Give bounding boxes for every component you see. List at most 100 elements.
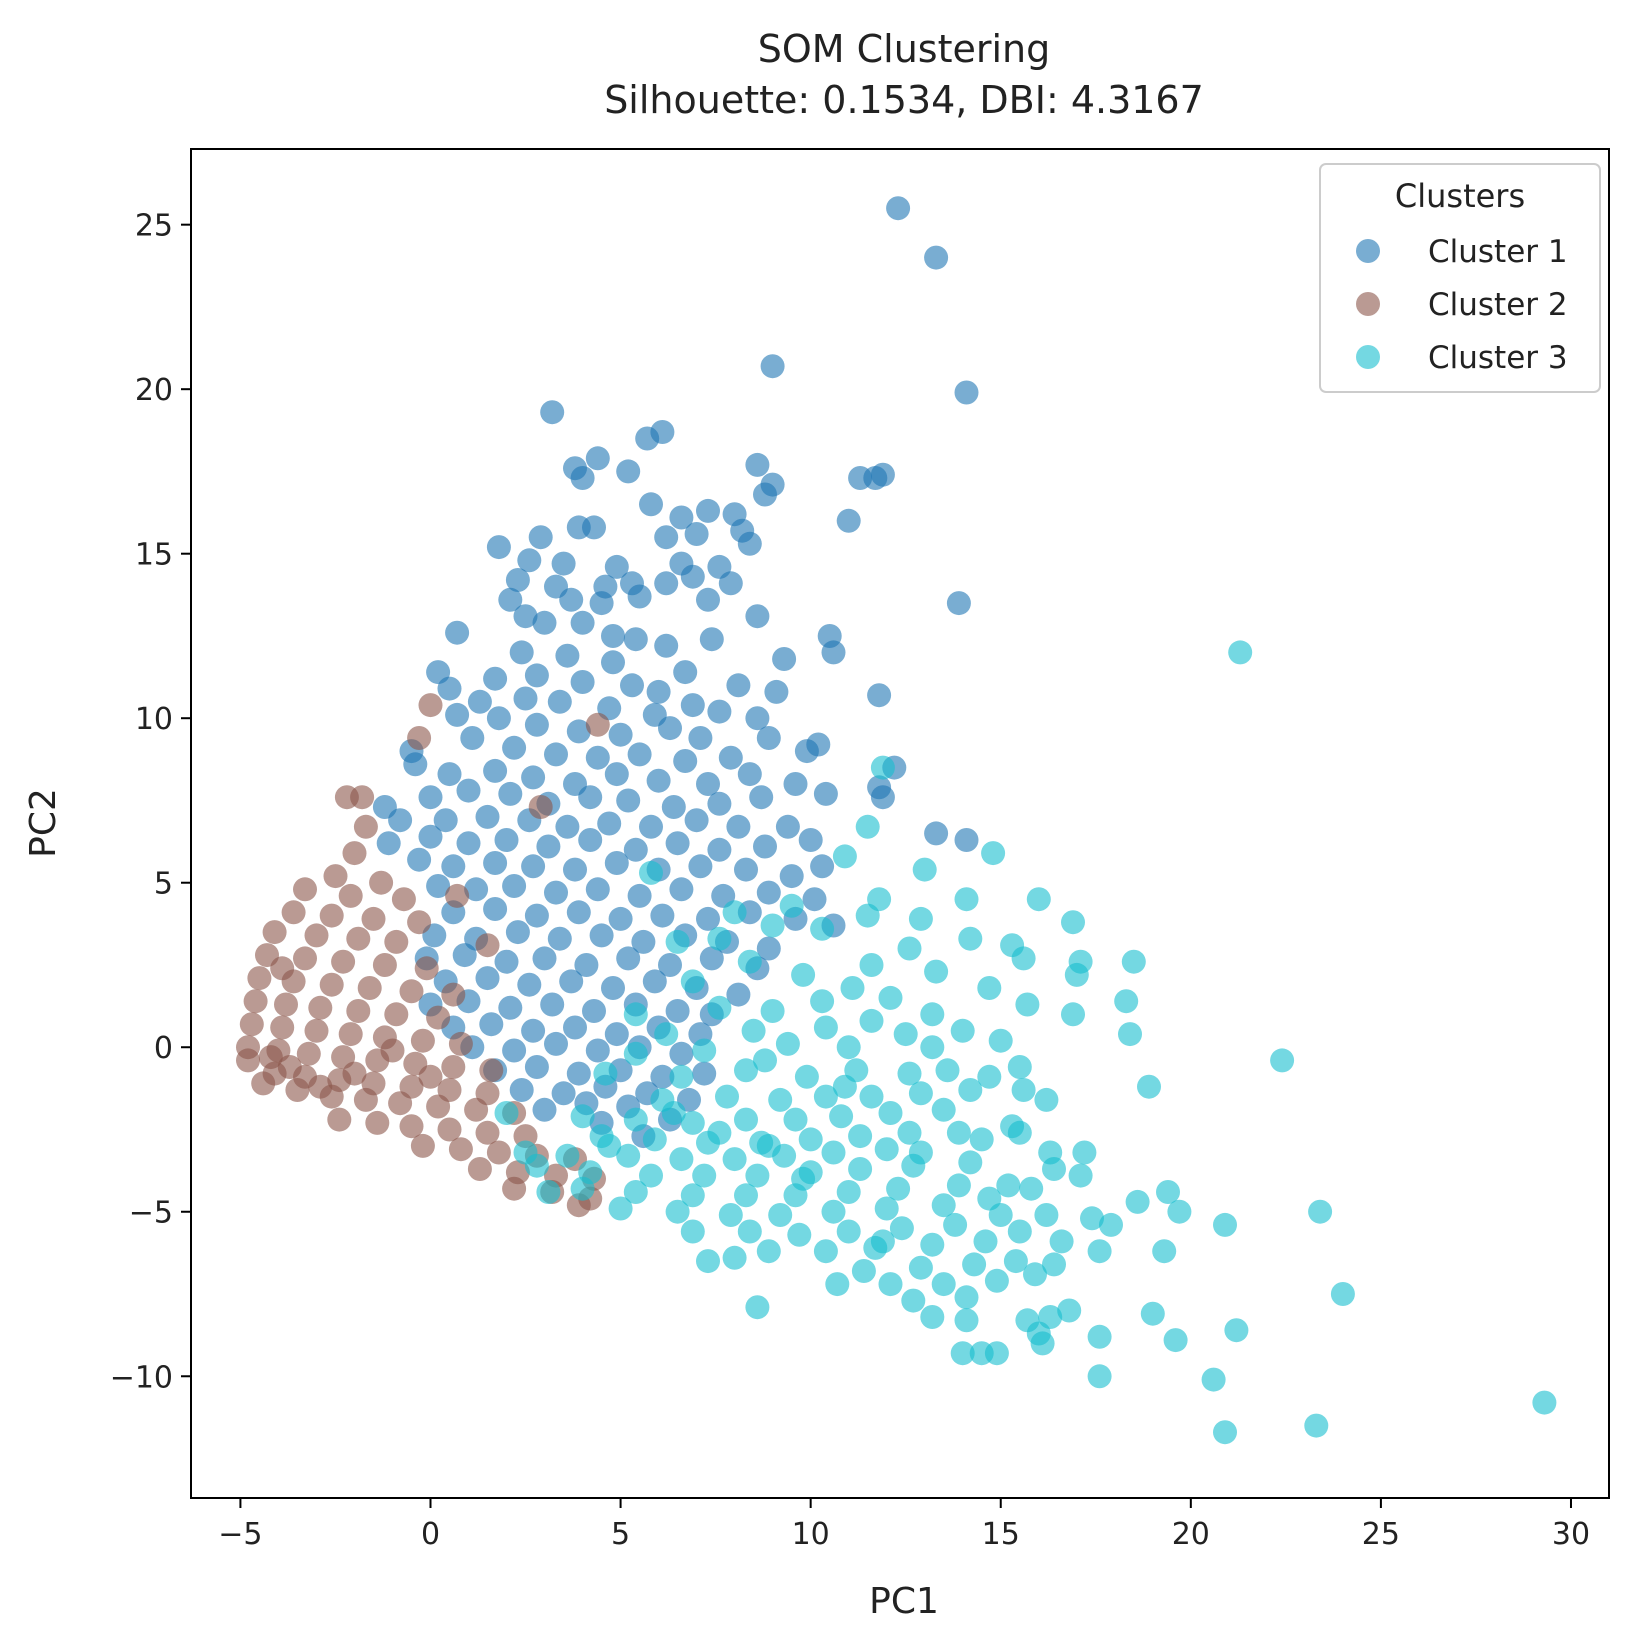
point-cluster-3 (958, 1078, 983, 1102)
point-cluster-1 (924, 245, 949, 270)
point-cluster-3 (1072, 1140, 1097, 1165)
point-cluster-1 (886, 196, 911, 221)
point-cluster-1 (867, 683, 892, 708)
point-cluster-3 (908, 1140, 933, 1165)
point-cluster-3 (829, 1104, 854, 1129)
point-cluster-3 (840, 976, 865, 1000)
point-cluster-1 (544, 742, 568, 767)
point-cluster-2 (308, 995, 333, 1020)
y-tick-label: −10 (110, 1360, 173, 1395)
point-cluster-1 (658, 953, 682, 977)
point-cluster-1 (870, 785, 895, 810)
point-cluster-2 (262, 920, 287, 945)
point-cluster-1 (623, 837, 648, 862)
legend-title: Clusters (1395, 177, 1525, 215)
point-cluster-2 (239, 1012, 264, 1037)
point-cluster-3 (874, 1196, 899, 1221)
point-cluster-3 (848, 1157, 873, 1181)
point-cluster-3 (1152, 1239, 1177, 1264)
y-axis-label: PC2 (23, 788, 64, 858)
point-cluster-3 (1015, 992, 1040, 1017)
point-cluster-3 (1087, 1324, 1112, 1349)
point-cluster-1 (452, 943, 477, 968)
point-cluster-2 (270, 1015, 295, 1040)
point-cluster-1 (707, 791, 732, 816)
point-cluster-3 (1099, 1212, 1123, 1237)
point-cluster-3 (524, 1153, 549, 1178)
point-cluster-1 (437, 676, 462, 701)
point-cluster-2 (441, 982, 466, 1007)
point-cluster-3 (669, 1064, 694, 1089)
point-cluster-3 (718, 1203, 743, 1227)
point-cluster-1 (456, 778, 481, 803)
legend-marker-cluster-2 (1356, 292, 1380, 316)
point-cluster-1 (479, 1012, 504, 1037)
point-cluster-1 (582, 999, 606, 1023)
point-cluster-2 (293, 946, 317, 971)
point-cluster-3 (897, 1120, 922, 1145)
point-cluster-1 (813, 781, 838, 806)
point-cluster-1 (661, 795, 686, 819)
point-cluster-1 (665, 831, 690, 856)
point-cluster-2 (407, 910, 432, 935)
point-cluster-3 (962, 1252, 987, 1277)
point-cluster-2 (475, 1120, 500, 1145)
x-tick-label: 10 (792, 1517, 830, 1552)
point-cluster-3 (669, 1147, 694, 1172)
point-cluster-1 (737, 762, 762, 787)
point-cluster-3 (741, 1018, 766, 1043)
point-cluster-2 (342, 1061, 367, 1086)
point-cluster-1 (570, 610, 595, 635)
point-cluster-3 (859, 1084, 884, 1109)
point-cluster-1 (528, 525, 553, 550)
point-cluster-3 (756, 1133, 781, 1158)
point-cluster-3 (851, 1259, 876, 1283)
point-cluster-2 (304, 923, 329, 948)
point-cluster-2 (353, 814, 378, 839)
point-cluster-2 (448, 1031, 473, 1056)
point-cluster-2 (308, 1074, 333, 1099)
point-cluster-2 (528, 795, 553, 819)
point-cluster-2 (342, 841, 367, 866)
point-cluster-1 (707, 699, 732, 724)
point-cluster-1 (483, 666, 508, 691)
point-cluster-1 (498, 995, 523, 1020)
point-cluster-3 (958, 926, 983, 951)
point-cluster-2 (502, 1176, 527, 1201)
point-cluster-1 (524, 1055, 549, 1079)
point-cluster-1 (646, 768, 671, 793)
point-cluster-3 (920, 1232, 945, 1257)
point-cluster-2 (331, 949, 356, 974)
point-cluster-3 (734, 1058, 758, 1083)
point-cluster-3 (768, 1087, 793, 1112)
point-cluster-1 (673, 749, 698, 773)
point-cluster-1 (559, 587, 584, 612)
point-cluster-1 (475, 966, 500, 991)
legend-label-cluster-1: Cluster 1 (1428, 234, 1568, 270)
point-cluster-3 (798, 1127, 823, 1152)
point-cluster-1 (426, 874, 451, 898)
point-cluster-1 (745, 604, 770, 629)
point-cluster-2 (513, 1124, 538, 1149)
point-cluster-1 (570, 466, 595, 490)
point-cluster-1 (684, 522, 709, 546)
point-cluster-3 (1034, 1203, 1059, 1227)
point-cluster-3 (878, 1272, 903, 1297)
point-cluster-1 (604, 851, 629, 875)
point-cluster-2 (410, 1028, 435, 1053)
point-cluster-2 (365, 1110, 390, 1135)
point-cluster-1 (734, 857, 758, 882)
point-cluster-3 (1118, 1022, 1142, 1047)
point-cluster-1 (946, 591, 971, 616)
point-cluster-3 (813, 1239, 838, 1264)
point-cluster-3 (897, 1061, 922, 1086)
legend: Clusters Cluster 1 Cluster 2 Cluster 3 (1319, 163, 1601, 393)
point-cluster-2 (399, 1114, 424, 1139)
point-cluster-1 (566, 719, 591, 744)
point-cluster-2 (399, 979, 424, 1004)
point-cluster-1 (654, 633, 679, 658)
point-cluster-1 (445, 620, 470, 645)
point-cluster-2 (304, 1018, 329, 1043)
point-cluster-1 (513, 686, 538, 711)
point-cluster-1 (570, 670, 595, 694)
